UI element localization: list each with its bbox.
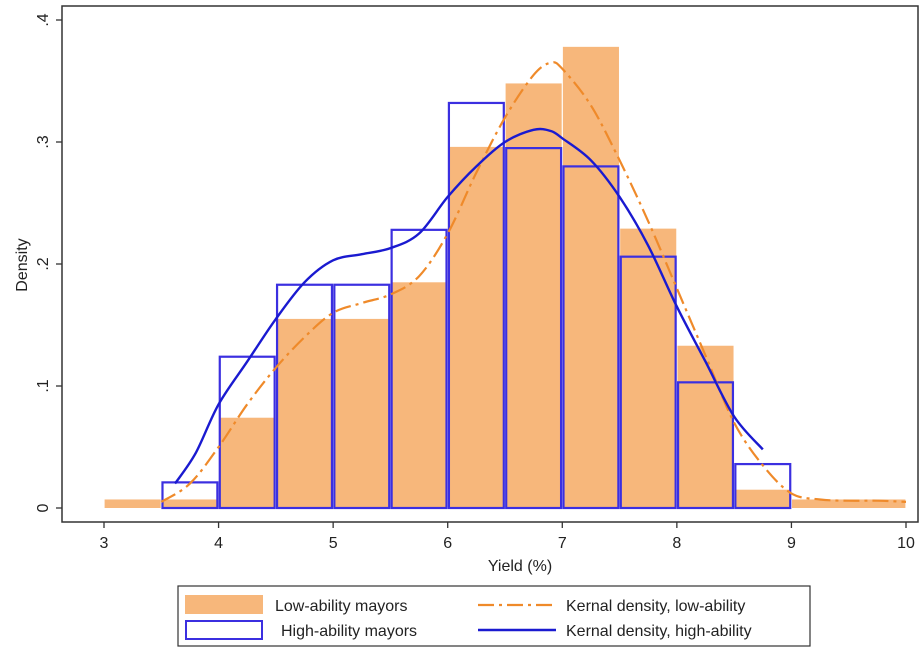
- x-tick-label-6: 9: [787, 535, 796, 552]
- low-bar-11: [734, 489, 791, 508]
- low-bar-7: [505, 83, 562, 508]
- x-axis: 3 4 5 6 7 8 9 10: [100, 522, 915, 552]
- y-axis-label: Density: [14, 238, 31, 291]
- high-bar-5: [447, 101, 505, 510]
- kernel-density-lines: [160, 61, 907, 503]
- x-tick-label-3: 6: [443, 535, 452, 552]
- legend-label-0: Low-ability mayors: [275, 598, 407, 615]
- low-bar-6: [448, 146, 505, 508]
- low-bar-8: [562, 46, 619, 509]
- legend-label-1: Kernal density, low-ability: [566, 598, 745, 615]
- low-bar-0: [104, 499, 161, 508]
- y-tick-label-1: .1: [35, 379, 52, 392]
- high-bar-9: [676, 381, 735, 510]
- legend-swatch-low-bars: [185, 595, 263, 614]
- high-bar-3: [333, 283, 391, 510]
- low-bar-1: [161, 499, 218, 508]
- high-bar-6: [505, 147, 563, 510]
- x-tick-label-0: 3: [100, 535, 109, 552]
- low-bar-9: [620, 228, 677, 508]
- legend-label-3: Kernal density, high-ability: [566, 623, 752, 640]
- high-bar-7: [562, 165, 620, 510]
- low-bar-2: [219, 417, 276, 508]
- legend-box: [177, 585, 811, 647]
- high-bar-8: [619, 255, 677, 510]
- high-bar-4: [390, 228, 448, 510]
- x-axis-label: Yield (%): [488, 558, 552, 575]
- low-bar-5: [391, 282, 448, 508]
- legend-label-2: High-ability mayors: [281, 623, 417, 640]
- low-bar-4: [333, 318, 390, 508]
- low-ability-kde-line: [160, 61, 907, 503]
- legend-swatch-high-bars: [185, 620, 263, 640]
- high-ability-kde-line: [174, 127, 764, 485]
- low-bar-12: [792, 499, 906, 508]
- y-tick-label-2: .2: [35, 257, 52, 270]
- legend: Low-ability mayors Kernal density, low-ab…: [177, 585, 811, 647]
- y-tick-label-3: .3: [35, 135, 52, 148]
- low-ability-bars: [104, 46, 906, 509]
- y-axis: 0 .1 .2 .3 .4: [35, 13, 62, 512]
- high-bar-2: [275, 283, 334, 510]
- y-tick-label-0: 0: [35, 503, 52, 512]
- low-bar-10: [677, 345, 734, 508]
- low-bar-3: [276, 318, 333, 508]
- x-tick-label-1: 4: [214, 535, 223, 552]
- x-tick-label-7: 10: [897, 535, 915, 552]
- y-tick-label-4: .4: [35, 13, 52, 26]
- x-tick-label-5: 8: [672, 535, 681, 552]
- high-bar-1: [218, 355, 276, 510]
- x-tick-label-2: 5: [329, 535, 338, 552]
- x-tick-label-4: 7: [558, 535, 567, 552]
